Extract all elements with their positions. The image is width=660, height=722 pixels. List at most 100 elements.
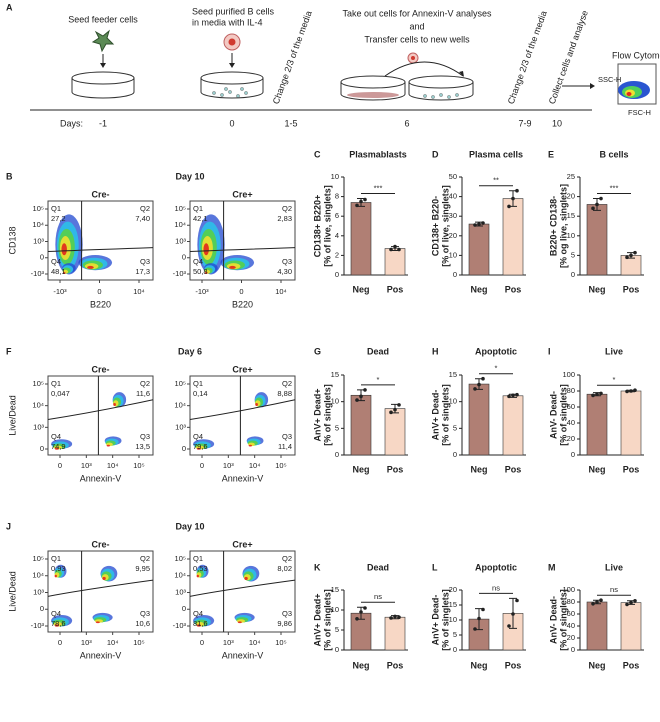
y-tick-label: 0 bbox=[453, 645, 457, 654]
y-tick-label: -10³ bbox=[173, 269, 187, 278]
dish bbox=[200, 71, 264, 99]
y-tick-label: 2 bbox=[335, 250, 339, 259]
density bbox=[61, 243, 67, 256]
quadrant-value: 50,8 bbox=[193, 267, 208, 276]
y-tick-label: 6 bbox=[335, 211, 339, 220]
chart-title: Apoptotic bbox=[475, 562, 517, 572]
y-axis-label: [% of singlets] bbox=[322, 384, 332, 446]
data-point bbox=[625, 389, 629, 394]
y-axis-label: [% of singlets] bbox=[322, 589, 332, 651]
gate-line bbox=[47, 247, 154, 253]
y-tick-label: 10³ bbox=[33, 236, 44, 245]
y-axis-label: [% of singlets] bbox=[440, 384, 450, 446]
data-point bbox=[481, 376, 485, 381]
step-text: Change 2/3 of the media bbox=[506, 9, 549, 105]
data-point bbox=[397, 615, 401, 619]
x-tick-label: Neg bbox=[352, 464, 369, 474]
data-point bbox=[507, 624, 511, 628]
y-axis-label: CD138+ B220- bbox=[430, 196, 440, 256]
x-tick-label: Pos bbox=[505, 464, 522, 474]
arrowhead bbox=[459, 71, 464, 77]
day: 10 bbox=[552, 118, 562, 128]
y-tick-label: 20 bbox=[567, 633, 575, 642]
quadrant-value: 2,83 bbox=[277, 214, 292, 223]
quadrant-value: 42,1 bbox=[193, 214, 208, 223]
y-tick-label: 10³ bbox=[175, 587, 186, 596]
data-point bbox=[511, 196, 515, 201]
x-tick-label: 10³ bbox=[81, 638, 92, 647]
data-point bbox=[481, 221, 485, 225]
data-point bbox=[355, 617, 359, 621]
significance: ns bbox=[492, 583, 500, 592]
quadrant-value: 8,88 bbox=[277, 389, 292, 398]
density bbox=[203, 243, 209, 256]
arrowhead bbox=[229, 63, 235, 68]
density bbox=[54, 447, 59, 450]
y-tick-label: 0 bbox=[571, 450, 575, 459]
quadrant-name: Q4 bbox=[51, 257, 61, 266]
quadrant-name: Q1 bbox=[51, 204, 61, 213]
step-text: in media with IL-4 bbox=[192, 17, 263, 27]
density bbox=[54, 574, 57, 578]
x-axis-label: B220 bbox=[232, 299, 253, 309]
y-tick-label: -10³ bbox=[31, 621, 45, 630]
y-tick-label: 20 bbox=[567, 192, 575, 201]
step-text: Seed feeder cells bbox=[68, 14, 138, 24]
y-axis-label: AnV+ Dead- bbox=[430, 390, 440, 441]
data-point bbox=[515, 598, 519, 603]
quadrant-value: 9,86 bbox=[277, 619, 292, 628]
panel-letter: D bbox=[432, 149, 439, 159]
y-tick-label: 10⁴ bbox=[32, 220, 44, 229]
x-tick-label: 10³ bbox=[223, 638, 234, 647]
bar bbox=[350, 394, 372, 456]
data-point bbox=[511, 393, 515, 398]
y-tick-label: 20 bbox=[449, 231, 457, 240]
quadrant-value: 17,3 bbox=[135, 267, 150, 276]
y-axis-label: CD138 bbox=[7, 226, 17, 254]
data-point bbox=[359, 610, 363, 614]
bar bbox=[620, 390, 642, 456]
quadrant-value: 11,6 bbox=[136, 389, 150, 398]
data-point bbox=[507, 204, 511, 209]
y-tick-label: 0 bbox=[335, 645, 339, 654]
density bbox=[626, 92, 632, 96]
cell-icon bbox=[411, 56, 415, 60]
y-tick-label: 0 bbox=[571, 645, 575, 654]
panel-letter: G bbox=[314, 346, 321, 356]
y-tick-label: 0 bbox=[40, 604, 44, 613]
significance: *** bbox=[610, 184, 619, 193]
data-point bbox=[629, 600, 633, 605]
y-tick-label: 80 bbox=[567, 386, 575, 395]
arrowhead bbox=[590, 83, 595, 89]
data-point bbox=[633, 599, 637, 603]
y-tick-label: 0 bbox=[40, 253, 44, 262]
axis-label: SSC-H bbox=[598, 75, 621, 84]
data-point bbox=[359, 199, 363, 204]
y-axis-label: CD138+ B220+ bbox=[312, 195, 322, 258]
data-point bbox=[511, 612, 515, 616]
dish bbox=[71, 71, 135, 99]
data-point bbox=[473, 627, 477, 631]
quadrant-name: Q1 bbox=[51, 554, 61, 563]
y-tick-label: 5 bbox=[335, 625, 339, 634]
data-point bbox=[633, 388, 637, 393]
panel-letter: E bbox=[548, 149, 554, 159]
chart-title: Apoptotic bbox=[475, 346, 517, 356]
panel-title: Day 10 bbox=[175, 171, 204, 181]
x-tick-label: Neg bbox=[588, 464, 605, 474]
y-tick-label: 0 bbox=[571, 270, 575, 279]
y-tick-label: 10³ bbox=[33, 587, 44, 596]
y-tick-label: 5 bbox=[453, 423, 457, 432]
step-text: Collect cells and analyse bbox=[547, 9, 590, 106]
density bbox=[237, 621, 242, 624]
y-axis-label: [% og live, singlets] bbox=[558, 184, 568, 268]
data-point bbox=[393, 244, 397, 249]
quadrant-name: Q3 bbox=[282, 609, 292, 618]
data-point bbox=[595, 202, 599, 207]
quadrant-value: 10,6 bbox=[135, 619, 150, 628]
x-tick-label: -10³ bbox=[53, 287, 67, 296]
bar bbox=[350, 202, 372, 276]
x-tick-label: 0 bbox=[97, 287, 101, 296]
x-tick-label: 10³ bbox=[223, 461, 234, 470]
